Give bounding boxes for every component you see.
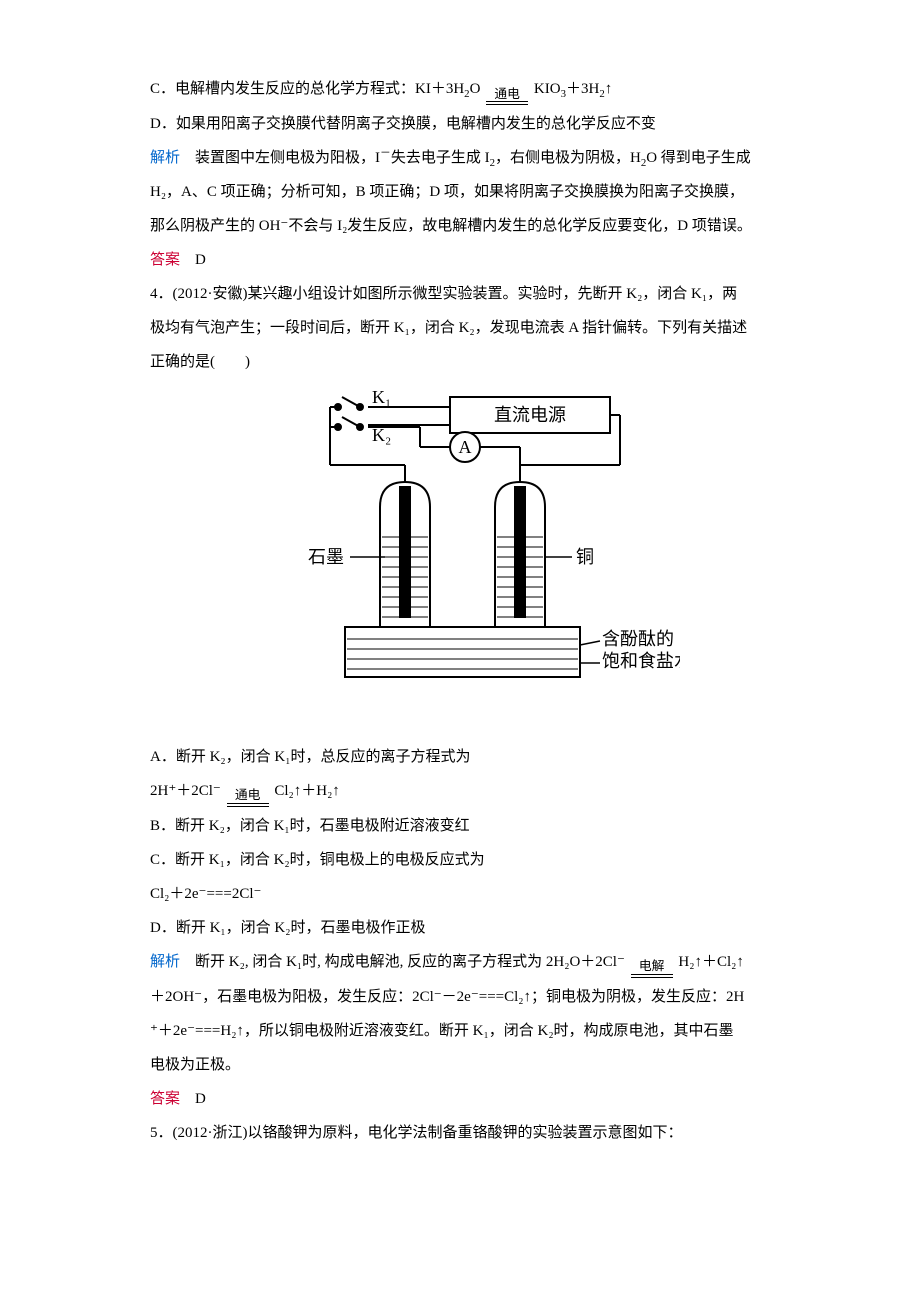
q4-jiexi-line2: ＋2OH⁻，石墨电极为阳极，发生反应：2Cl⁻－2e⁻===Cl₂↑；铜电极为阴… xyxy=(150,982,790,1012)
q4-jiexi-1b: H₂↑＋Cl₂↑ xyxy=(678,954,743,970)
q5-stem: 5．(2012·浙江)以铬酸钾为原料，电化学法制备重铬酸钾的实验装置示意图如下： xyxy=(150,1118,790,1148)
q3c-text-e: ↑ xyxy=(605,81,613,97)
q3-jiexi-1b: 失去电子生成 I xyxy=(391,150,490,166)
q4a-rhs: Cl₂↑＋H₂↑ xyxy=(274,783,339,799)
q3c-text-c: KIO xyxy=(534,81,561,97)
q3-option-c: C．电解槽内发生反应的总化学方程式：KI＋3H2O 通电 KIO3＋3H2↑ xyxy=(150,74,790,105)
q4-diagram: 直流电源 K₁ K₂ A 石墨 铜 含酚酞的 饱和食盐水 xyxy=(150,387,790,728)
q4-option-a-line2: 2H⁺＋2Cl⁻ 通电 Cl₂↑＋H₂↑ xyxy=(150,776,790,807)
q3-jiexi-line2: H₂，A、C 项正确；分析可知，B 项正确；D 项，如果将阴离子交换膜换为阳离子… xyxy=(150,177,790,207)
reaction-arrow-icon: 通电 xyxy=(227,789,269,806)
q3-answer: 答案 D xyxy=(150,245,790,275)
q4-jiexi-1a: 断开 K₂, 闭合 K₁时, 构成电解池, 反应的离子方程式为 2H₂O＋2Cl… xyxy=(180,954,625,970)
q4-stem-line2: 极均有气泡产生；一段时间后，断开 K₁，闭合 K₂，发现电流表 A 指针偏转。下… xyxy=(150,313,790,343)
diagram-k1-label: K₁ xyxy=(372,387,391,407)
diagram-solution-label2: 饱和食盐水 xyxy=(602,651,680,671)
q4-jiexi-line1: 解析 断开 K₂, 闭合 K₁时, 构成电解池, 反应的离子方程式为 2H₂O＋… xyxy=(150,947,790,978)
q3c-text-a: C．电解槽内发生反应的总化学方程式：KI＋3H xyxy=(150,81,464,97)
q4-stem-line3: 正确的是( ) xyxy=(150,347,790,377)
q4-answer-value: D xyxy=(180,1091,206,1107)
q3-jiexi-line3: 那么阴极产生的 OH⁻不会与 I₂发生反应，故电解槽内发生的总化学反应要变化，D… xyxy=(150,211,790,241)
reaction-arrow-icon: 通电 xyxy=(486,88,528,105)
q4-option-c-line1: C．断开 K₁，闭合 K₂时，铜电极上的电极反应式为 xyxy=(150,845,790,875)
q3c-text-d: ＋3H xyxy=(566,81,599,97)
answer-label: 答案 xyxy=(150,252,180,268)
q4-option-a-line1: A．断开 K₂，闭合 K₁时，总反应的离子方程式为 xyxy=(150,742,790,772)
q3-option-d: D．如果用阳离子交换膜代替阴离子交换膜，电解槽内发生的总化学反应不变 xyxy=(150,109,790,139)
q4-jiexi-line4: 电极为正极。 xyxy=(150,1050,790,1080)
answer-label: 答案 xyxy=(150,1091,180,1107)
minus-icon: － xyxy=(380,147,391,159)
q4-option-b: B．断开 K₂，闭合 K₁时，石墨电极附近溶液变红 xyxy=(150,811,790,841)
q4-stem-line1: 4．(2012·安徽)某兴趣小组设计如图所示微型实验装置。实验时，先断开 K₂，… xyxy=(150,279,790,309)
q3-jiexi-1d: O 得到电子生成 xyxy=(646,150,751,166)
page: C．电解槽内发生反应的总化学方程式：KI＋3H2O 通电 KIO3＋3H2↑ D… xyxy=(70,0,850,1192)
diagram-graphite-label: 石墨 xyxy=(308,547,344,567)
q4-jiexi-line3: ⁺＋2e⁻===H₂↑，所以铜电极附近溶液变红。断开 K₁，闭合 K₂时，构成原… xyxy=(150,1016,790,1046)
diagram-k2-label: K₂ xyxy=(372,425,391,445)
q4-option-c-line2: Cl₂＋2e⁻===2Cl⁻ xyxy=(150,879,790,909)
diagram-svg: 直流电源 K₁ K₂ A 石墨 铜 含酚酞的 饱和食盐水 xyxy=(260,387,680,717)
q3-jiexi-1a: 装置图中左侧电极为阳极，I xyxy=(180,150,380,166)
reaction-arrow-icon: 电解 xyxy=(631,960,673,977)
q3c-text-b: O xyxy=(470,81,481,97)
diagram-copper-label: 铜 xyxy=(576,547,594,567)
q3-answer-value: D xyxy=(180,252,206,268)
q4a-lhs: 2H⁺＋2Cl⁻ xyxy=(150,783,221,799)
diagram-solution-label1: 含酚酞的 xyxy=(602,629,674,649)
q3-jiexi-line1: 解析 装置图中左侧电极为阳极，I－失去电子生成 I2，右侧电极为阴极，H2O 得… xyxy=(150,143,790,173)
q4-option-d: D．断开 K₁，闭合 K₂时，石墨电极作正极 xyxy=(150,913,790,943)
jiexi-label: 解析 xyxy=(150,150,180,166)
jiexi-label: 解析 xyxy=(150,954,180,970)
diagram-ammeter-label: A xyxy=(459,437,472,457)
q3-jiexi-1c: ，右侧电极为阴极，H xyxy=(495,150,641,166)
q4-answer: 答案 D xyxy=(150,1084,790,1114)
diagram-power-label: 直流电源 xyxy=(494,405,566,425)
